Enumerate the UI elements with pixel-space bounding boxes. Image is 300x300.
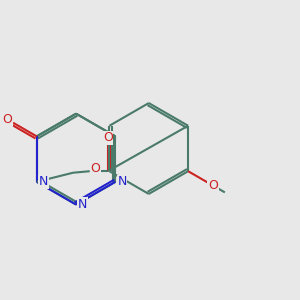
Text: O: O — [208, 179, 218, 192]
Text: N: N — [117, 175, 127, 188]
Text: N: N — [39, 175, 48, 188]
Text: N: N — [78, 198, 87, 211]
Text: O: O — [90, 162, 100, 175]
Text: O: O — [103, 131, 113, 144]
Text: O: O — [2, 113, 12, 126]
